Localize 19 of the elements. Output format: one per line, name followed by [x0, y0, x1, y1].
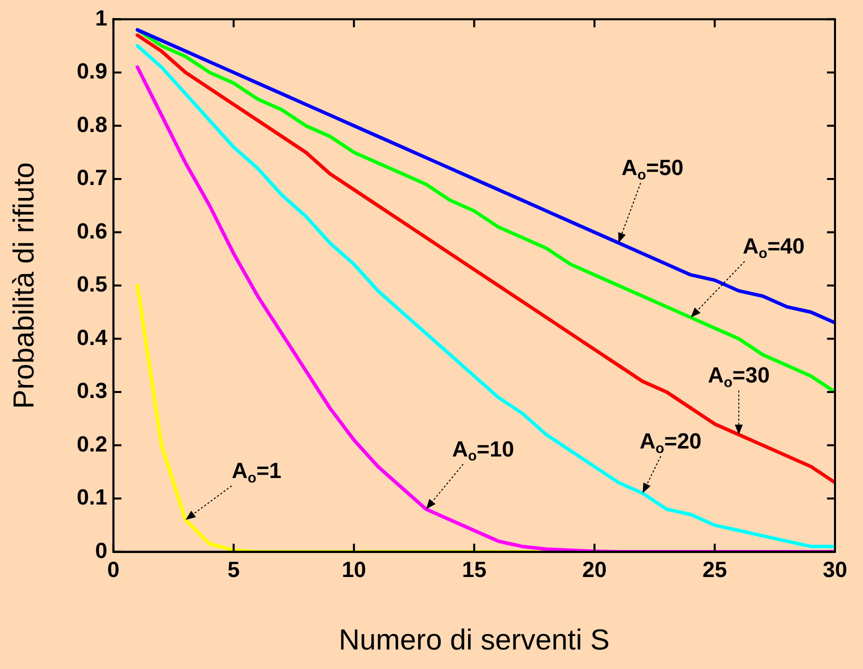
x-tick-label: 15 — [462, 557, 486, 582]
y-tick-label: 0.3 — [76, 378, 108, 404]
y-tick-label: 1 — [95, 5, 108, 30]
y-tick-label: 0 — [95, 538, 108, 563]
y-tick-label: 0.9 — [76, 58, 108, 84]
y-tick-label: 0.1 — [76, 484, 108, 510]
x-tick-label: 10 — [342, 557, 366, 582]
y-tick-label: 0.7 — [76, 165, 108, 190]
x-axis-title: Numero di serventi S — [338, 624, 610, 657]
y-axis-title: Probabilità di rifiuto — [8, 162, 40, 409]
y-tick-label: 0.6 — [76, 218, 108, 244]
y-tick-label: 0.8 — [76, 112, 108, 137]
x-tick-label: 25 — [702, 557, 727, 582]
x-tick-label: 30 — [822, 557, 848, 582]
y-tick-label: 0.5 — [76, 272, 108, 297]
y-tick-label: 0.4 — [76, 324, 108, 350]
x-tick-label: 20 — [582, 557, 607, 582]
x-tick-label: 5 — [228, 557, 240, 582]
y-tick-label: 0.2 — [76, 431, 108, 456]
